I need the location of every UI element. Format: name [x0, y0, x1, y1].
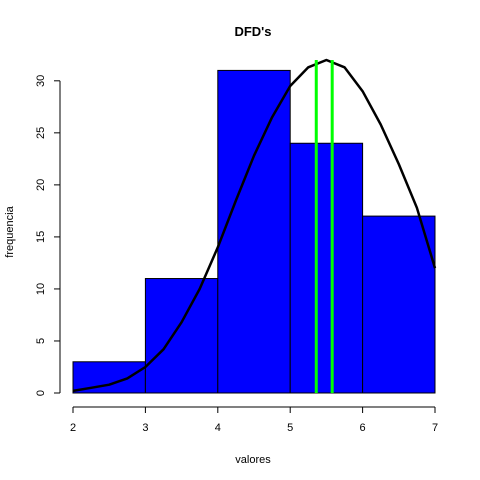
x-tick-label: 5 — [287, 422, 293, 434]
y-axis-label: frequencia — [4, 205, 16, 257]
y-tick-label: 15 — [35, 231, 47, 243]
chart-title: DFD's — [234, 24, 271, 39]
y-tick-label: 25 — [35, 127, 47, 139]
y-axis: 0 5 10 15 20 25 30 — [35, 75, 61, 396]
x-axis: 2 3 4 5 6 7 — [70, 406, 438, 434]
x-tick-label: 2 — [70, 422, 76, 434]
density-curve — [72, 58, 437, 393]
x-tick-label: 7 — [432, 422, 438, 434]
x-tick-label: 3 — [142, 422, 148, 434]
density-curve-layer — [72, 58, 437, 393]
x-tick-label: 4 — [215, 422, 221, 434]
x-tick-label: 6 — [360, 422, 366, 434]
histogram-bar-2 — [217, 69, 291, 394]
y-tick-label: 20 — [35, 179, 47, 191]
y-tick-label: 5 — [35, 338, 47, 344]
reference-lines — [314, 60, 334, 393]
histogram-bar-3 — [289, 142, 364, 394]
x-axis-label: valores — [235, 454, 271, 466]
y-tick-label: 30 — [35, 75, 47, 87]
histogram-bars — [72, 69, 436, 394]
y-tick-label: 0 — [35, 390, 47, 396]
histogram-bar-1 — [144, 278, 219, 394]
y-tick-label: 10 — [35, 283, 47, 295]
histogram-bar-4 — [362, 215, 436, 394]
